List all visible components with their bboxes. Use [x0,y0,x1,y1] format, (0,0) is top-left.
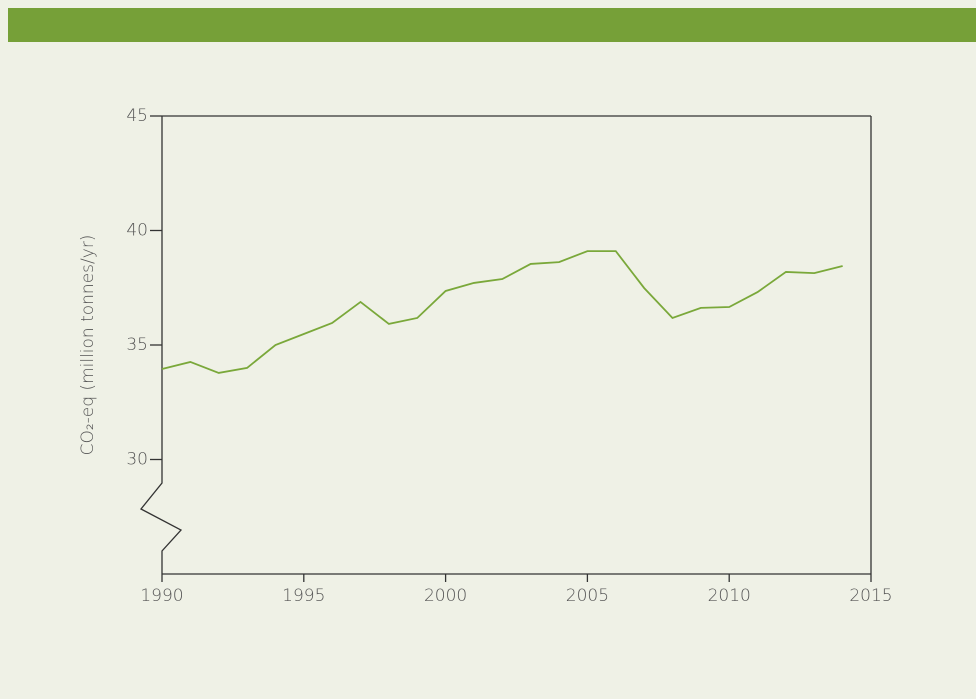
y-tick-label: 45 [126,106,148,126]
x-tick-label: 2015 [849,586,892,606]
y-axis-break [139,116,183,574]
x-tick-label: 1995 [282,586,325,606]
y-tick-label: 30 [126,450,148,470]
y-tick-label: 35 [126,335,148,355]
x-tick-label: 2010 [708,586,751,606]
y-tick-label: 40 [126,221,148,241]
header-bar [8,8,976,42]
x-tick-label: 2005 [566,586,609,606]
y-axis-label: CO₂-eq (million tonnes/yr) [78,235,98,456]
data-line [161,250,843,374]
axes-frame [139,115,872,575]
x-tick-label: 2000 [424,586,467,606]
x-tick-label: 1990 [140,586,183,606]
